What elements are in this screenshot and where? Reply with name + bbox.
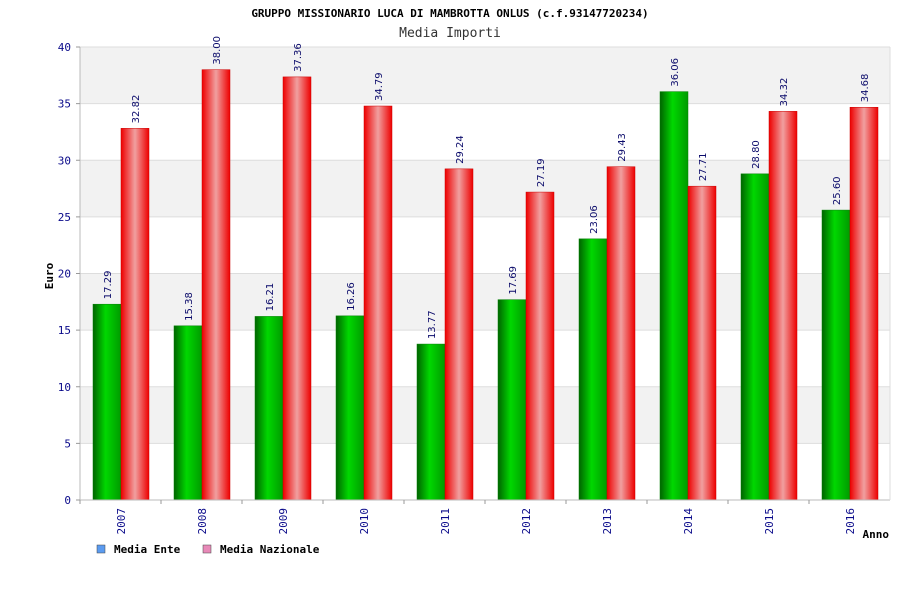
x-tick-label: 2013 bbox=[601, 508, 614, 535]
y-tick-label: 5 bbox=[64, 437, 71, 450]
y-tick-label: 40 bbox=[58, 41, 71, 54]
x-tick-label: 2015 bbox=[763, 508, 776, 535]
y-tick-label: 15 bbox=[58, 324, 71, 337]
data-label: 16.26 bbox=[346, 282, 357, 311]
data-label: 34.68 bbox=[860, 74, 871, 103]
data-label: 34.32 bbox=[779, 78, 790, 107]
x-tick-label: 2007 bbox=[115, 508, 128, 535]
x-axis-label: Anno bbox=[863, 528, 890, 541]
bar-media-ente bbox=[821, 209, 851, 501]
bar-media-ente bbox=[173, 325, 203, 501]
x-tick-label: 2016 bbox=[844, 508, 857, 535]
value-labels: 17.29 32.82 15.38 38.00 16.21 37.36 16.26 34.79… bbox=[103, 36, 871, 339]
data-label: 15.38 bbox=[184, 292, 195, 321]
data-label: 27.19 bbox=[536, 158, 547, 187]
bar-media-nazionale bbox=[849, 106, 879, 501]
bar-media-ente bbox=[416, 343, 446, 501]
y-tick-label: 10 bbox=[58, 381, 71, 394]
legend-swatch bbox=[96, 544, 106, 554]
y-tick-label: 30 bbox=[58, 154, 71, 167]
bar-media-nazionale bbox=[444, 168, 474, 501]
bar-media-ente bbox=[659, 91, 689, 501]
x-tick-label: 2008 bbox=[196, 508, 209, 535]
data-label: 23.06 bbox=[589, 205, 600, 234]
y-axis-label: Euro bbox=[43, 262, 56, 289]
data-label: 29.24 bbox=[455, 135, 466, 164]
data-label: 36.06 bbox=[670, 58, 681, 87]
axes bbox=[76, 46, 891, 504]
bar-media-ente bbox=[497, 299, 527, 501]
data-label: 38.00 bbox=[212, 36, 223, 65]
bar-media-nazionale bbox=[201, 69, 231, 501]
bars bbox=[92, 69, 879, 501]
bar-media-ente bbox=[254, 316, 284, 501]
bar-media-nazionale bbox=[363, 105, 393, 501]
x-tick-label: 2011 bbox=[439, 508, 452, 535]
y-tick-label: 20 bbox=[58, 268, 71, 281]
y-tick-label: 35 bbox=[58, 98, 71, 111]
chart-subtitle: Media Importi bbox=[399, 26, 501, 41]
y-tick-label: 25 bbox=[58, 211, 71, 224]
data-label: 25.60 bbox=[832, 176, 843, 205]
data-label: 28.80 bbox=[751, 140, 762, 169]
y-tick-labels: 0 5 10 15 20 25 30 35 40 bbox=[58, 41, 71, 507]
bar-media-nazionale bbox=[525, 191, 555, 501]
data-label: 13.77 bbox=[427, 310, 438, 339]
bar-media-nazionale bbox=[687, 185, 717, 501]
chart-title: GRUPPO MISSIONARIO LUCA DI MAMBROTTA ONL… bbox=[251, 7, 648, 20]
bar-media-nazionale bbox=[120, 128, 150, 501]
x-tick-label: 2010 bbox=[358, 508, 371, 535]
bar-media-ente bbox=[740, 173, 770, 501]
x-tick-label: 2014 bbox=[682, 508, 695, 535]
data-label: 17.69 bbox=[508, 266, 519, 295]
bar-media-nazionale bbox=[282, 76, 312, 501]
legend-label: Media Nazionale bbox=[220, 543, 320, 556]
legend-label: Media Ente bbox=[114, 543, 181, 556]
data-label: 29.43 bbox=[617, 133, 628, 162]
bar-media-ente bbox=[92, 303, 122, 501]
legend-swatch bbox=[202, 544, 212, 554]
data-label: 32.82 bbox=[131, 95, 142, 124]
bar-media-ente bbox=[335, 315, 365, 501]
bar-media-nazionale bbox=[606, 166, 636, 501]
y-tick-label: 0 bbox=[64, 494, 71, 507]
plot-band bbox=[80, 47, 890, 104]
data-label: 17.29 bbox=[103, 271, 114, 300]
bar-media-ente bbox=[578, 238, 608, 501]
x-tick-label: 2009 bbox=[277, 508, 290, 535]
bar-media-nazionale bbox=[768, 111, 798, 501]
legend: Media Ente Media Nazionale bbox=[96, 543, 320, 556]
plot-band bbox=[80, 103, 890, 161]
x-tick-labels: 2007 2008 2009 2010 2011 2012 2013 2014 2015 2016 bbox=[115, 508, 857, 535]
data-label: 27.71 bbox=[698, 153, 709, 182]
data-label: 16.21 bbox=[265, 283, 276, 312]
data-label: 34.79 bbox=[374, 72, 385, 101]
x-tick-label: 2012 bbox=[520, 508, 533, 535]
data-label: 37.36 bbox=[293, 43, 304, 72]
